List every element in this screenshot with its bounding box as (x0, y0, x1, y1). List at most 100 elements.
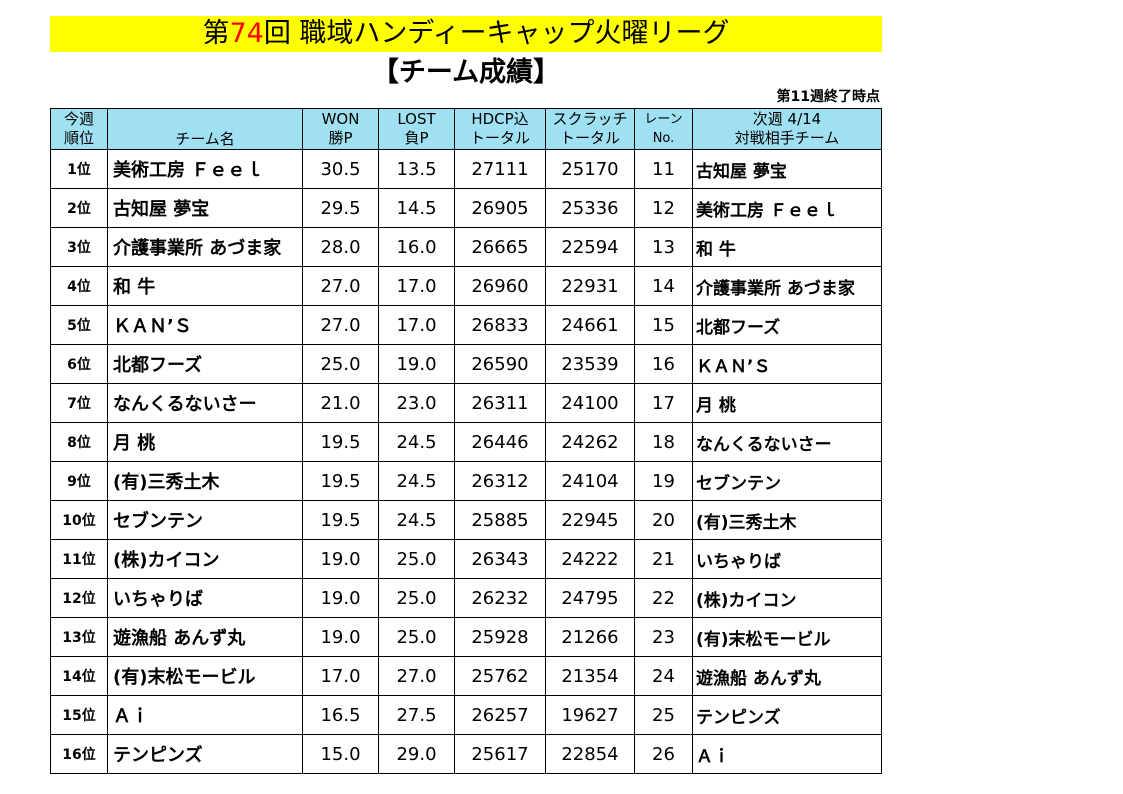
hdcp-total-cell: 25885 (454, 500, 546, 540)
lane-number-cell: 15 (634, 305, 693, 345)
header-hdcp-total: HDCP込 トータル (454, 108, 546, 150)
lane-number-cell: 19 (634, 461, 693, 501)
won-points-cell: 21.0 (302, 383, 379, 423)
rank-cell: 8位 (50, 422, 108, 462)
lost-points-cell: 24.5 (378, 461, 455, 501)
won-points-cell: 17.0 (302, 656, 379, 696)
won-points-cell: 27.0 (302, 266, 379, 306)
team-name-cell: 月 桃 (107, 422, 303, 462)
table-row: 16位 テンピンズ 15.0 29.0 25617 22854 26 Ａｉ (50, 734, 882, 774)
won-points-cell: 29.5 (302, 188, 379, 228)
lost-points-cell: 27.0 (378, 656, 455, 696)
hdcp-total-cell: 26311 (454, 383, 546, 423)
won-points-cell: 19.0 (302, 578, 379, 618)
opponent-cell: Ａｉ (692, 734, 882, 774)
opponent-cell: (有)末松モービル (692, 617, 882, 657)
table-row: 6位 北都フーズ 25.0 19.0 26590 23539 16 ＫＡＮ’Ｓ (50, 344, 882, 384)
table-row: 11位 (株)カイコン 19.0 25.0 26343 24222 21 いちゃりば (50, 539, 882, 579)
standings-table: 今週 順位 チーム名 WON 勝P LOST 負P HDCP込 トータル スクラッチ トー… (50, 108, 882, 774)
hdcp-total-cell: 25762 (454, 656, 546, 696)
lane-number-cell: 21 (634, 539, 693, 579)
lost-points-cell: 25.0 (378, 578, 455, 618)
lost-points-cell: 24.5 (378, 422, 455, 462)
title-suffix: 回 職域ハンディーキャップ火曜リーグ (263, 18, 730, 49)
lost-points-cell: 17.0 (378, 305, 455, 345)
table-row: 1位 美術工房 Ｆｅｅｌ 30.5 13.5 27111 25170 11 古知屋 夢宝 (50, 149, 882, 189)
scratch-total-cell: 22594 (545, 227, 635, 267)
lost-points-cell: 14.5 (378, 188, 455, 228)
title-prefix: 第 (202, 18, 230, 49)
scratch-total-cell: 21354 (545, 656, 635, 696)
team-name-cell: テンピンズ (107, 734, 303, 774)
lost-points-cell: 24.5 (378, 500, 455, 540)
table-body: 1位 美術工房 Ｆｅｅｌ 30.5 13.5 27111 25170 11 古知屋 夢宝 2位古… (50, 149, 882, 774)
opponent-cell: 月 桃 (692, 383, 882, 423)
lane-number-cell: 26 (634, 734, 693, 774)
opponent-cell: 遊漁船 あんず丸 (692, 656, 882, 696)
lane-number-cell: 16 (634, 344, 693, 384)
team-name-cell: (株)カイコン (107, 539, 303, 579)
table-row: 4位和 牛 27.0 17.0 26960 22931 14 介護事業所 あづま家 (50, 266, 882, 306)
scratch-total-cell: 24100 (545, 383, 635, 423)
hdcp-total-cell: 26343 (454, 539, 546, 579)
opponent-cell: 介護事業所 あづま家 (692, 266, 882, 306)
rank-cell: 1位 (50, 149, 108, 189)
rank-cell: 5位 (50, 305, 108, 345)
scratch-total-cell: 19627 (545, 695, 635, 735)
rank-cell: 2位 (50, 188, 108, 228)
lost-points-cell: 16.0 (378, 227, 455, 267)
rank-cell: 4位 (50, 266, 108, 306)
lost-points-cell: 23.0 (378, 383, 455, 423)
rank-cell: 3位 (50, 227, 108, 267)
hdcp-total-cell: 26312 (454, 461, 546, 501)
scratch-total-cell: 24661 (545, 305, 635, 345)
opponent-cell: (有)三秀土木 (692, 500, 882, 540)
opponent-cell: なんくるないさー (692, 422, 882, 462)
lane-number-cell: 22 (634, 578, 693, 618)
header-opponent: 次週 4/14 対戦相手チーム (692, 108, 882, 150)
won-points-cell: 28.0 (302, 227, 379, 267)
hdcp-total-cell: 26590 (454, 344, 546, 384)
scratch-total-cell: 25336 (545, 188, 635, 228)
rank-cell: 14位 (50, 656, 108, 696)
won-points-cell: 27.0 (302, 305, 379, 345)
hdcp-total-cell: 26960 (454, 266, 546, 306)
rank-cell: 16位 (50, 734, 108, 774)
team-name-cell: (有)三秀土木 (107, 461, 303, 501)
lost-points-cell: 19.0 (378, 344, 455, 384)
lost-points-cell: 25.0 (378, 617, 455, 657)
hdcp-total-cell: 25928 (454, 617, 546, 657)
won-points-cell: 30.5 (302, 149, 379, 189)
table-row: 3位 介護事業所 あづま家 28.0 16.0 26665 22594 13 和 牛 (50, 227, 882, 267)
header-scratch-total: スクラッチ トータル (545, 108, 635, 150)
won-points-cell: 19.0 (302, 539, 379, 579)
opponent-cell: ＫＡＮ’Ｓ (692, 344, 882, 384)
team-name-cell: 介護事業所 あづま家 (107, 227, 303, 267)
hdcp-total-cell: 26833 (454, 305, 546, 345)
scratch-total-cell: 24104 (545, 461, 635, 501)
scratch-total-cell: 23539 (545, 344, 635, 384)
lost-points-cell: 13.5 (378, 149, 455, 189)
opponent-cell: テンピンズ (692, 695, 882, 735)
team-name-cell: セブンテン (107, 500, 303, 540)
page-subtitle: 【チーム成績】 (371, 57, 561, 88)
won-points-cell: 19.5 (302, 461, 379, 501)
opponent-cell: いちゃりば (692, 539, 882, 579)
lost-points-cell: 27.5 (378, 695, 455, 735)
won-points-cell: 15.0 (302, 734, 379, 774)
table-row: 9位 (有)三秀土木 19.5 24.5 26312 24104 19 セブンテン (50, 461, 882, 501)
hdcp-total-cell: 26905 (454, 188, 546, 228)
team-name-cell: (有)末松モービル (107, 656, 303, 696)
opponent-cell: セブンテン (692, 461, 882, 501)
lane-number-cell: 17 (634, 383, 693, 423)
lane-number-cell: 18 (634, 422, 693, 462)
table-row: 2位 古知屋 夢宝 29.5 14.5 26905 25336 12 美術工房 Ｆｅｅｌ (50, 188, 882, 228)
scratch-total-cell: 24262 (545, 422, 635, 462)
opponent-cell: 和 牛 (692, 227, 882, 267)
scratch-total-cell: 22931 (545, 266, 635, 306)
header-rank: 今週 順位 (50, 108, 108, 150)
header-lost: LOST 負P (378, 108, 455, 150)
opponent-cell: 古知屋 夢宝 (692, 149, 882, 189)
rank-cell: 10位 (50, 500, 108, 540)
table-row: 5位 ＫＡＮ’Ｓ 27.0 17.0 26833 24661 15 北都フーズ (50, 305, 882, 345)
